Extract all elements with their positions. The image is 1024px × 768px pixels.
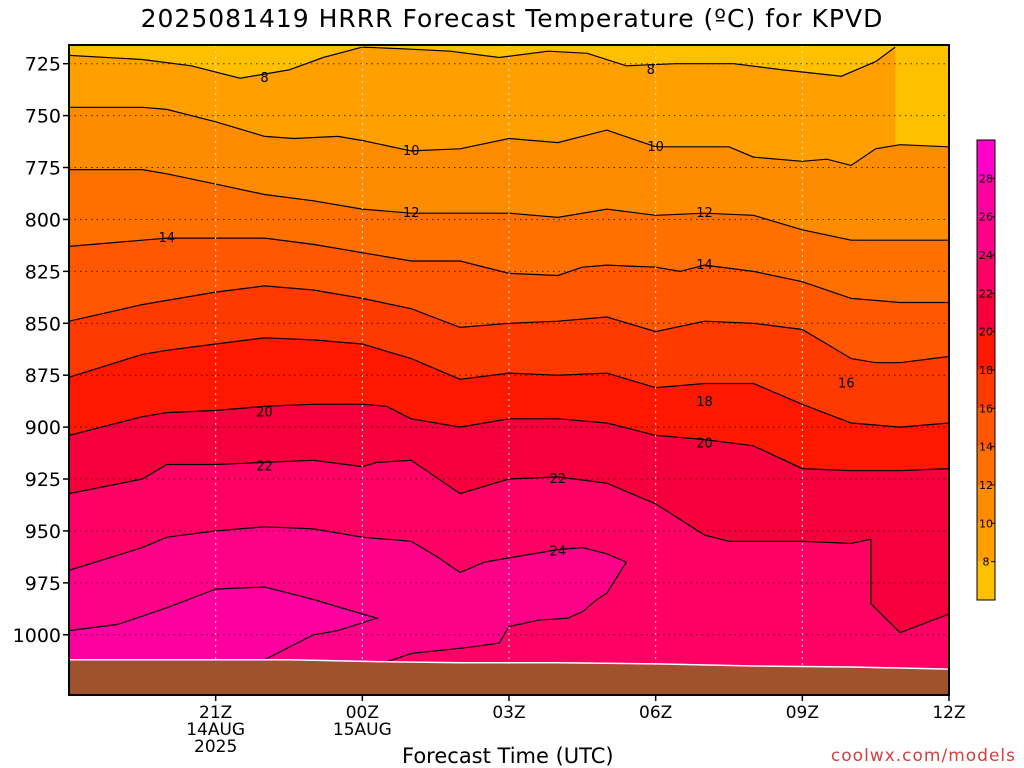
colorbar-swatch bbox=[977, 140, 995, 179]
colorbar-label: 26 bbox=[979, 211, 993, 224]
contour-16 bbox=[69, 285, 949, 364]
colorbar-swatch bbox=[977, 408, 995, 447]
x-tick-label: 15AUG bbox=[333, 720, 392, 740]
colorbar-swatch bbox=[977, 216, 995, 255]
x-tick-label: 09Z bbox=[786, 703, 819, 723]
colorbar-label: 10 bbox=[979, 517, 993, 530]
y-tick-label: 975 bbox=[25, 573, 61, 595]
y-tick-label: 800 bbox=[25, 209, 61, 231]
contour-label: 10 bbox=[647, 140, 664, 155]
colorbar-label: 28 bbox=[979, 172, 993, 185]
y-tick-label: 775 bbox=[25, 158, 61, 180]
x-tick-label: 00Z bbox=[346, 703, 379, 723]
colorbar-label: 8 bbox=[983, 556, 990, 569]
x-tick-label: 06Z bbox=[639, 703, 672, 723]
y-tick-label: 950 bbox=[25, 521, 61, 543]
y-tick-label: 850 bbox=[25, 313, 61, 335]
contour-label: 12 bbox=[696, 206, 713, 221]
x-axis-label: Forecast Time (UTC) bbox=[402, 744, 614, 768]
contour-label: 22 bbox=[256, 460, 273, 475]
colorbar-swatch bbox=[977, 523, 995, 562]
x-tick-label: 2025 bbox=[194, 737, 237, 757]
contour-18 bbox=[69, 337, 949, 428]
colorbar-swatch bbox=[977, 178, 995, 217]
colorbar-swatch bbox=[977, 446, 995, 485]
contour-label: 10 bbox=[403, 144, 420, 159]
colorbar-swatch bbox=[977, 485, 995, 524]
colorbar-swatch bbox=[977, 561, 995, 600]
colorbar-swatch bbox=[977, 370, 995, 409]
contour-label: 20 bbox=[256, 406, 273, 421]
colorbar-label: 12 bbox=[979, 479, 993, 492]
y-tick-label: 900 bbox=[25, 417, 61, 439]
contour-label: 8 bbox=[647, 63, 655, 78]
colorbar-swatch bbox=[977, 255, 995, 294]
contour-label: 14 bbox=[696, 258, 713, 273]
x-tick-label: 14AUG bbox=[186, 720, 245, 740]
contour-label: 22 bbox=[550, 472, 567, 487]
ground bbox=[69, 660, 949, 695]
colorbar-swatch bbox=[977, 293, 995, 332]
contour-label: 8 bbox=[260, 71, 268, 86]
y-tick-label: 875 bbox=[25, 365, 61, 387]
y-tick-label: 1000 bbox=[13, 625, 61, 647]
contour-label: 18 bbox=[696, 395, 713, 410]
x-tick-label: 21Z bbox=[199, 703, 232, 723]
x-tick-label: 03Z bbox=[492, 703, 525, 723]
y-tick-label: 825 bbox=[25, 261, 61, 283]
contour-label: 20 bbox=[696, 437, 713, 452]
chart-title: 2025081419 HRRR Forecast Temperature (ºC… bbox=[140, 4, 884, 33]
plot-area: 8 8 10 10 12 12 14 14 16 18 20 20 22 22 24 bbox=[69, 45, 949, 695]
x-tick-label: 12Z bbox=[932, 703, 965, 723]
contour-8 bbox=[69, 46, 896, 79]
colorbar-swatch bbox=[977, 331, 995, 370]
colorbar-label: 18 bbox=[979, 364, 993, 377]
colorbar-label: 14 bbox=[979, 441, 993, 454]
contour-24 bbox=[69, 526, 628, 663]
y-tick-label: 725 bbox=[25, 54, 61, 76]
contour-26 bbox=[69, 586, 380, 661]
contour-14 bbox=[69, 237, 949, 304]
y-tick-label: 925 bbox=[25, 469, 61, 491]
contour-label: 24 bbox=[550, 545, 567, 560]
colorbar-label: 16 bbox=[979, 402, 993, 415]
contour-label: 16 bbox=[838, 376, 855, 391]
contour-20 bbox=[69, 403, 949, 472]
contour-label: 12 bbox=[403, 206, 420, 221]
contour-22 bbox=[69, 459, 949, 634]
colorbar-label: 20 bbox=[979, 326, 993, 339]
contour-label: 14 bbox=[159, 231, 176, 246]
credit-link[interactable]: coolwx.com/models bbox=[830, 746, 1016, 766]
contour-10 bbox=[69, 106, 949, 167]
colorbar-label: 22 bbox=[979, 287, 993, 300]
ground-edge bbox=[69, 658, 949, 670]
colorbar-label: 24 bbox=[979, 249, 993, 262]
y-tick-label: 750 bbox=[25, 106, 61, 128]
